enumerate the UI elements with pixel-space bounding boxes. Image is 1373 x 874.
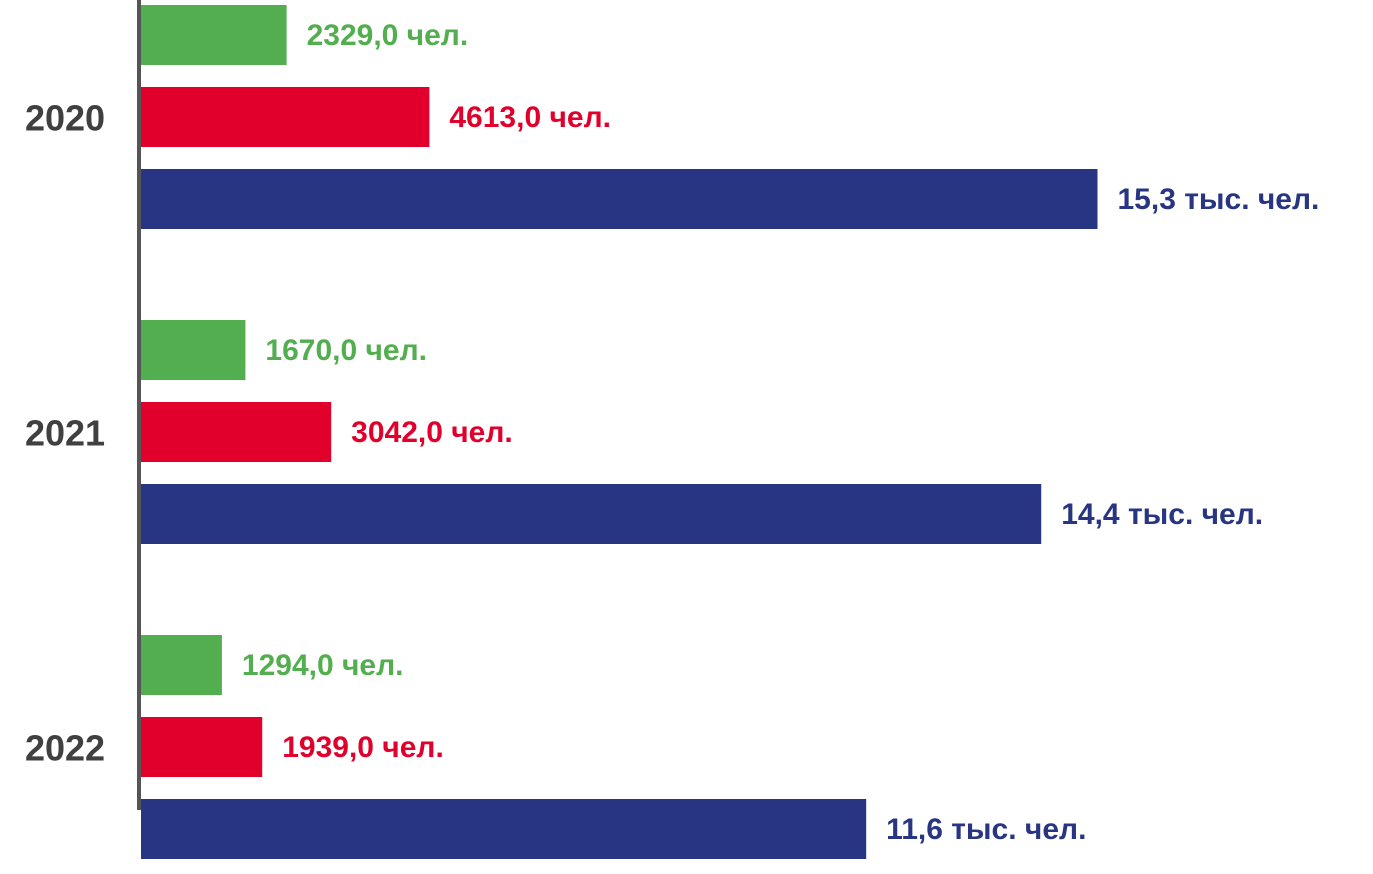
category-label: 2020 bbox=[25, 98, 105, 139]
bar bbox=[141, 717, 263, 777]
category-label: 2022 bbox=[25, 728, 105, 769]
bar bbox=[141, 320, 246, 380]
bar bbox=[141, 169, 1098, 229]
value-label: 1294,0 чел. bbox=[242, 649, 404, 682]
bar bbox=[141, 799, 867, 859]
bar bbox=[141, 635, 222, 695]
value-label: 1939,0 чел. bbox=[282, 731, 444, 764]
bar bbox=[141, 87, 430, 147]
value-label: 1670,0 чел. bbox=[265, 334, 427, 367]
bar bbox=[141, 5, 287, 65]
value-label: 3042,0 чел. bbox=[351, 416, 513, 449]
bar bbox=[141, 484, 1042, 544]
value-label: 14,4 тыс. чел. bbox=[1061, 498, 1263, 531]
value-label: 4613,0 чел. bbox=[449, 101, 611, 134]
bar bbox=[141, 402, 332, 462]
value-label: 2329,0 чел. bbox=[307, 19, 469, 52]
value-label: 15,3 тыс. чел. bbox=[1117, 183, 1319, 216]
category-label: 2021 bbox=[25, 413, 105, 454]
value-label: 11,6 тыс. чел. bbox=[886, 813, 1086, 846]
